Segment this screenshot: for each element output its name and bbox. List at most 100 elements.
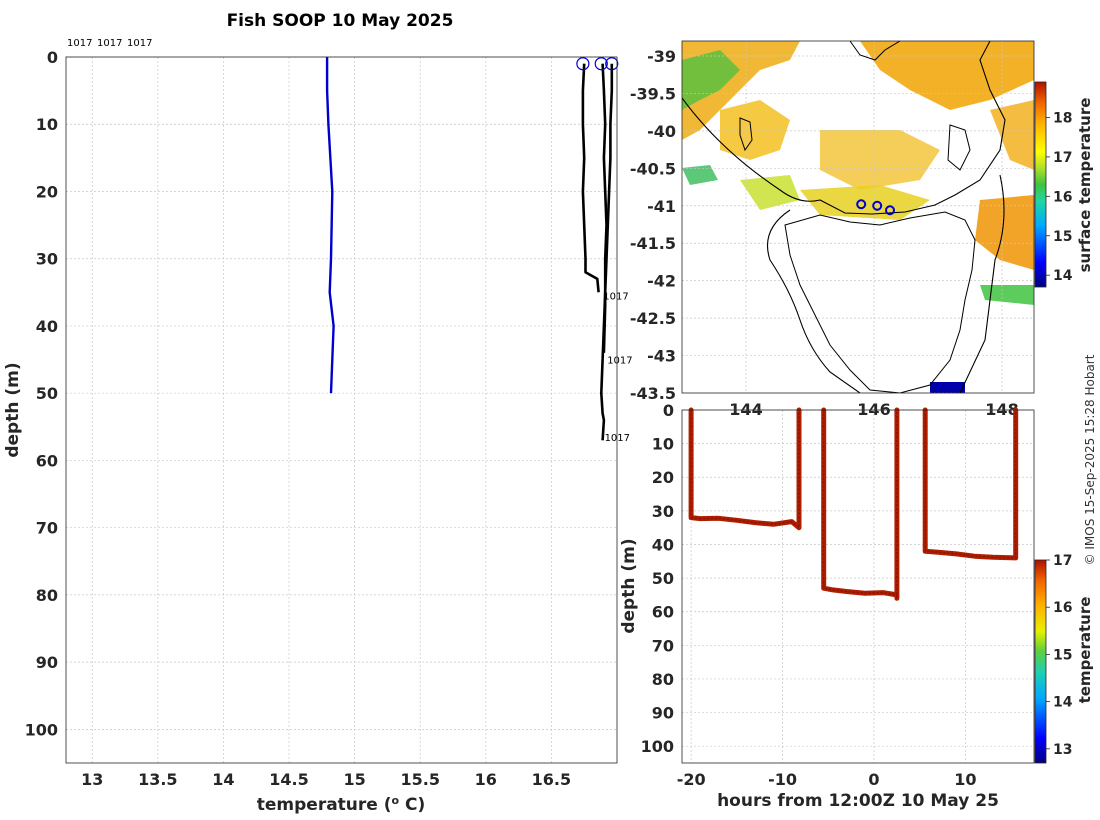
profile-surface-marker	[594, 57, 608, 71]
victoria-coastline	[849, 41, 901, 61]
sst-patch	[682, 50, 740, 110]
deployment-markers	[856, 199, 895, 216]
map-lat-tick-label: -42.5	[630, 309, 676, 328]
profile-y-tick-label: 60	[36, 451, 58, 470]
tasmania-coastline	[784, 211, 976, 393]
profile-y-tick-label: 0	[47, 48, 58, 67]
map-colorbar-tick-label: 14	[1053, 268, 1073, 284]
timeseries-y-label: depth (m)	[619, 538, 639, 633]
map-lon-ticks: 144 146 148	[729, 400, 1018, 419]
timeseries-track	[821, 407, 900, 601]
profile-x-label: temperature (o C)	[257, 794, 426, 815]
timeseries-y-tick-label: 60	[652, 603, 674, 622]
profile-title: Fish SOOP 10 May 2025	[227, 11, 454, 31]
map-lat-tick-label: -40	[647, 122, 676, 141]
timeseries-colorbar-tick-label: 15	[1053, 647, 1072, 663]
timeseries-y-tick-label: 30	[652, 502, 674, 521]
timeseries-y-tick-label: 0	[663, 401, 674, 420]
timeseries-x-tick-label: -20	[677, 770, 706, 789]
profile-x-tick-label: 14	[212, 770, 234, 789]
sst-patch	[975, 195, 1034, 270]
timeseries-x-label: hours from 12:00Z 10 May 25	[717, 791, 999, 811]
timeseries-y-tick-label: 50	[652, 569, 674, 588]
timeseries-x-tick-label: 0	[868, 770, 879, 789]
profile-axes-frame	[65, 56, 618, 764]
sst-patch	[820, 130, 940, 190]
profile-x-tick-label: 14.5	[269, 770, 308, 789]
map-lon-tick-label: 148	[985, 400, 1018, 419]
map-grid	[682, 41, 1034, 393]
timeseries-colorbar-tick-label: 13	[1053, 742, 1072, 758]
profile-y-tick-label: 70	[36, 519, 58, 538]
sst-field	[682, 41, 1034, 393]
profile-x-tick-label: 16	[475, 770, 497, 789]
map-lon-tick-label: 144	[729, 400, 762, 419]
sst-patch	[720, 100, 790, 160]
continental-shelf-contour	[959, 174, 1005, 393]
timeseries-x-ticks: -20 -10 0 10	[677, 770, 977, 789]
timeseries-grid	[682, 409, 1034, 763]
profile-x-tick-label: 15.5	[400, 770, 439, 789]
timeseries-panel: -20 -10 0 10 0 10 20 30 40 50 60 70 80 90 100 hours f…	[619, 401, 1094, 811]
profile-x-tick-label: 15	[343, 770, 365, 789]
profile-x-tick-label: 13.5	[138, 770, 177, 789]
map-lat-tick-label: -42	[647, 272, 676, 291]
sst-patch	[860, 41, 1034, 110]
map-lat-tick-label: -40.5	[630, 159, 676, 178]
map-colorbar-tick-label: 16	[1053, 189, 1072, 205]
map-colorbar-label: surface temperature	[1076, 98, 1094, 273]
map-colorbar-tick-label: 18	[1053, 110, 1072, 126]
king-island-coastline	[739, 117, 753, 152]
profile-grid	[66, 56, 617, 763]
map-lat-tick-label: -41	[647, 197, 676, 216]
profile-line-label: 1017	[603, 292, 628, 303]
sst-patch	[990, 100, 1034, 170]
timeseries-x-tick-label: 10	[954, 770, 976, 789]
map-lon-tick-label: 146	[857, 400, 890, 419]
timeseries-axes-frame	[681, 409, 1035, 764]
timeseries-y-tick-label: 20	[652, 468, 674, 487]
profile-y-label: depth (m)	[3, 362, 23, 457]
map-lat-tick-label: -43	[647, 347, 676, 366]
timeseries-track-dots	[690, 409, 800, 530]
timeseries-y-tick-label: 10	[652, 435, 674, 454]
timeseries-track-dots	[822, 409, 898, 599]
map-panel: -39 -39.5 -40 -40.5 -41 -41.5 -42 -42.5 -43 -43.5…	[630, 40, 1094, 419]
timeseries-colorbar	[1035, 560, 1046, 763]
map-colorbar	[1035, 82, 1046, 287]
map-colorbar-tick-label: 17	[1053, 150, 1072, 166]
timeseries-colorbar-ticks: 13 14 15 16 17	[1046, 553, 1073, 758]
credit-text: © IMOS 15-Sep-2025 15:28 Hobart	[1083, 354, 1097, 565]
profile-y-ticks: 0 10 20 30 40 50 60 70 80 90 100	[25, 48, 58, 739]
timeseries-y-tick-label: 80	[652, 670, 674, 689]
deployment-marker	[885, 205, 895, 216]
sst-patch	[682, 165, 718, 185]
timeseries-x-tick-label: -10	[768, 770, 797, 789]
profile-line	[601, 63, 608, 353]
timeseries-colorbar-tick-label: 16	[1053, 600, 1072, 616]
timeseries-y-tick-label: 90	[652, 704, 674, 723]
deployment-marker	[856, 199, 867, 210]
timeseries-track	[922, 407, 1019, 561]
timeseries-series	[688, 407, 1019, 601]
map-axes-frame	[681, 40, 1035, 394]
map-colorbar-tick-label: 15	[1053, 229, 1072, 245]
profile-panel: Fish SOOP 10 May 2025 1017 1017 1017 101…	[3, 11, 633, 815]
map-lat-ticks: -39 -39.5 -40 -40.5 -41 -41.5 -42 -42.5 -43 -43.5	[630, 47, 676, 403]
timeseries-colorbar-tick-label: 14	[1053, 695, 1073, 711]
profile-top-label: 1017	[97, 38, 122, 49]
flinders-island-coastline	[947, 124, 971, 171]
timeseries-y-ticks: 0 10 20 30 40 50 60 70 80 90 100	[641, 401, 674, 756]
profile-y-tick-label: 20	[36, 182, 58, 201]
profile-line	[325, 57, 335, 394]
timeseries-colorbar-tick-label: 17	[1053, 553, 1072, 569]
deployment-marker	[872, 200, 883, 211]
profile-top-label: 1017	[127, 38, 152, 49]
continental-shelf-contour	[682, 41, 1006, 215]
profile-line	[581, 63, 600, 293]
profile-x-ticks: 13 13.5 14 14.5 15 15.5 16 16.5	[81, 770, 571, 789]
profile-line-label: 1017	[607, 356, 632, 367]
profile-x-tick-label: 13	[81, 770, 103, 789]
